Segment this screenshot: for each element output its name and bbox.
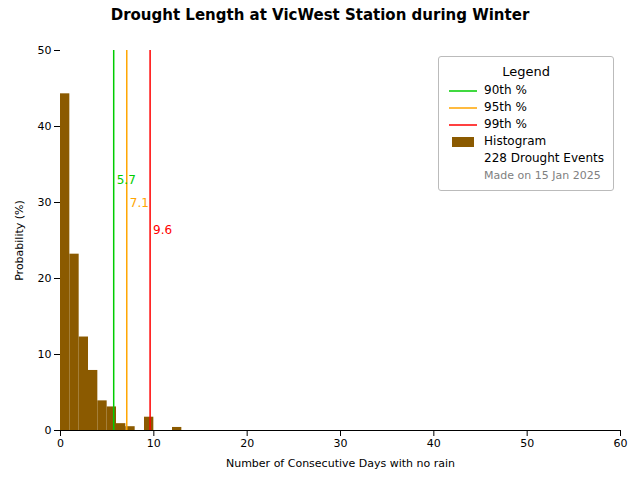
svg-text:7.1: 7.1 <box>130 196 149 210</box>
svg-text:Number of Consecutive Days wit: Number of Consecutive Days with no rain <box>226 457 455 470</box>
svg-text:60: 60 <box>614 437 628 450</box>
html-text:Legend: Legend <box>502 64 550 79</box>
svg-text:5.7: 5.7 <box>117 173 136 187</box>
svg-text:40: 40 <box>38 120 52 133</box>
svg-text:Probability (%): Probability (%) <box>13 200 26 281</box>
svg-text:20: 20 <box>38 272 52 285</box>
svg-text:9.6: 9.6 <box>153 223 172 237</box>
svg-text:40: 40 <box>427 437 441 450</box>
html-text:228 Drought Events: 228 Drought Events <box>484 151 604 165</box>
svg-text:20: 20 <box>240 437 254 450</box>
html-text:Drought Length at VicWest Stat: Drought Length at VicWest Station during… <box>110 6 530 24</box>
html-text:Histogram: Histogram <box>484 134 547 148</box>
svg-text:50: 50 <box>38 44 52 57</box>
svg-text:0: 0 <box>45 424 52 437</box>
html-text:95th %: 95th % <box>484 100 527 114</box>
html-text:99th %: 99th % <box>484 117 527 131</box>
svg-text:10: 10 <box>38 348 52 361</box>
html-text:Made on 15 Jan 2025: Made on 15 Jan 2025 <box>484 169 601 182</box>
html-text:90th %: 90th % <box>484 83 527 97</box>
svg-text:30: 30 <box>334 437 348 450</box>
svg-text:0: 0 <box>57 437 64 450</box>
svg-text:50: 50 <box>520 437 534 450</box>
svg-text:10: 10 <box>147 437 161 450</box>
svg-text:30: 30 <box>38 196 52 209</box>
